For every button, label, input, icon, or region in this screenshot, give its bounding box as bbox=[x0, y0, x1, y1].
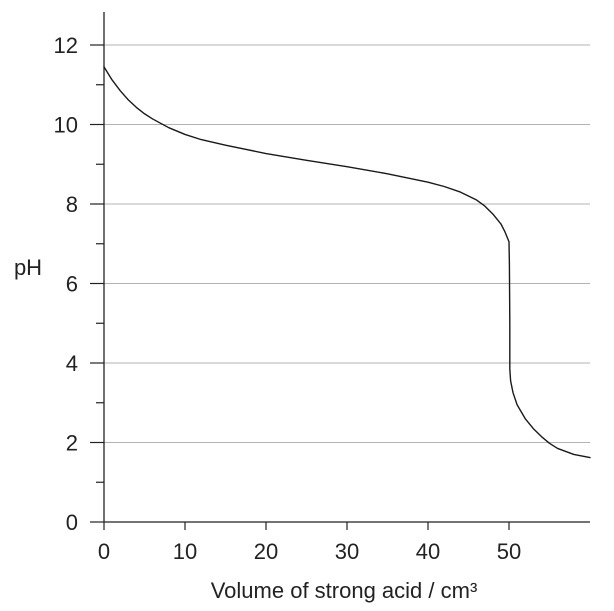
x-tick-label-40: 40 bbox=[416, 539, 440, 564]
x-tick-label-10: 10 bbox=[173, 539, 197, 564]
series-layer bbox=[103, 66, 591, 459]
y-tick-label-10: 10 bbox=[54, 113, 78, 138]
x-axis-label: Volume of strong acid / cm³ bbox=[211, 578, 478, 603]
y-tick-label-12: 12 bbox=[54, 33, 78, 58]
y-tick-label-0: 0 bbox=[66, 510, 78, 535]
x-tick-label-20: 20 bbox=[254, 539, 278, 564]
axes bbox=[103, 12, 590, 523]
y-tick-label-8: 8 bbox=[66, 192, 78, 217]
y-tick-label-6: 6 bbox=[66, 272, 78, 297]
tick-labels: 0 2 4 6 8 10 12 0 10 20 30 40 50 bbox=[54, 33, 522, 564]
y-tick-label-4: 4 bbox=[66, 351, 78, 376]
x-tick-label-0: 0 bbox=[98, 539, 110, 564]
series-line-0 bbox=[103, 66, 591, 459]
y-axis-label: pH bbox=[14, 255, 42, 280]
x-tick-label-50: 50 bbox=[497, 539, 521, 564]
grid-lines bbox=[104, 44, 590, 443]
y-tick-label-2: 2 bbox=[66, 431, 78, 456]
x-tick-label-30: 30 bbox=[335, 539, 359, 564]
tick-marks bbox=[90, 44, 510, 530]
